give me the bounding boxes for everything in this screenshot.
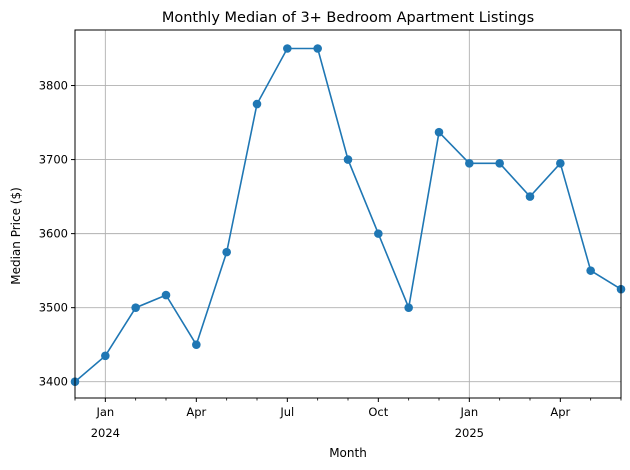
x-tick-label: Apr xyxy=(550,405,570,419)
x-tick-label: Apr xyxy=(186,405,206,419)
y-tick-label: 3500 xyxy=(39,301,68,315)
chart-title: Monthly Median of 3+ Bedroom Apartment L… xyxy=(162,10,534,26)
data-point xyxy=(404,303,413,312)
grid xyxy=(75,30,621,398)
data-point xyxy=(343,155,353,164)
series-line xyxy=(74,47,622,383)
data-point xyxy=(586,266,595,275)
y-tick-label: 3800 xyxy=(39,79,68,93)
data-point xyxy=(495,158,504,168)
x-axis-label: Month xyxy=(329,446,367,460)
x-tick-label: Jan xyxy=(459,405,478,419)
y-tick-label: 3600 xyxy=(39,227,68,241)
data-point xyxy=(283,44,292,53)
axis-ticks: 3400 3500 3600 3700 3800 Jan 2024 Apr Jul Oct Jan 2… xyxy=(39,79,622,440)
y-tick-label: 3700 xyxy=(39,153,68,167)
x-tick-label: Oct xyxy=(368,405,388,419)
series-line-group xyxy=(70,44,626,387)
data-point xyxy=(192,340,201,349)
x-tick-year-label: 2025 xyxy=(455,426,484,440)
data-point xyxy=(222,247,231,257)
x-tick-label: Jul xyxy=(279,405,294,419)
data-point xyxy=(313,44,322,53)
data-point xyxy=(465,158,474,168)
data-point xyxy=(525,192,535,201)
x-tick-label: Jan xyxy=(95,405,114,419)
data-point xyxy=(252,99,262,109)
data-point xyxy=(434,127,444,137)
data-point xyxy=(556,158,565,168)
y-axis-label: Median Price ($) xyxy=(9,187,23,285)
data-point xyxy=(131,303,140,312)
data-point xyxy=(161,290,171,300)
y-tick-label: 3400 xyxy=(39,375,68,389)
plot-frame xyxy=(74,29,622,399)
data-point xyxy=(374,229,383,238)
data-point xyxy=(101,351,110,361)
x-tick-year-label: 2024 xyxy=(91,426,120,440)
